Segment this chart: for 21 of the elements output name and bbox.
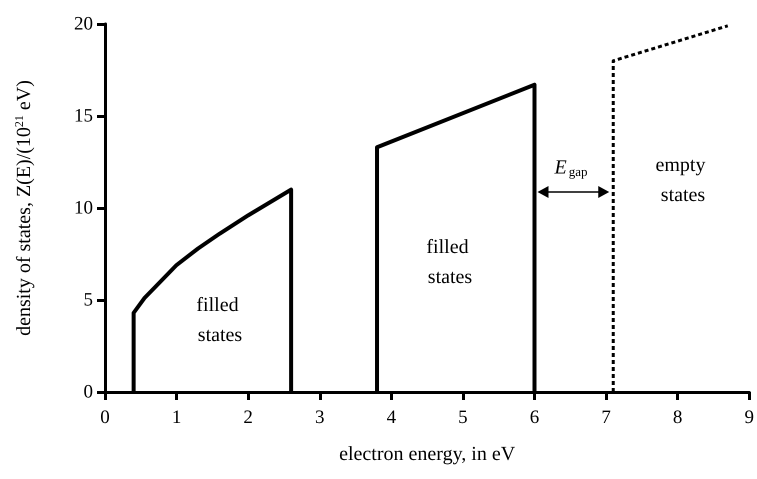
- x-tick-label: 5: [458, 407, 468, 428]
- x-tick-label: 8: [672, 407, 682, 428]
- annotation: filled states: [196, 294, 244, 346]
- x-tick-label: 4: [386, 407, 397, 428]
- x-tick-label: 2: [243, 407, 253, 428]
- y-axis-title: density of states, Z(E)/(1021 eV): [12, 80, 35, 336]
- annotation: filled states: [426, 236, 474, 288]
- x-tick-label: 0: [100, 407, 110, 428]
- x-tick-label: 7: [601, 407, 611, 428]
- x-tick-label: 1: [172, 407, 182, 428]
- y-tick-label: 5: [84, 290, 93, 310]
- y-tick-label: 0: [84, 382, 93, 402]
- y-tick-label: 15: [74, 106, 93, 126]
- annotation: empty states: [656, 154, 710, 206]
- y-tick-label: 10: [74, 198, 93, 218]
- annotation: Egap: [554, 156, 588, 179]
- x-tick-label: 3: [315, 407, 324, 428]
- x-tick-label: 9: [744, 407, 754, 428]
- x-axis-title: electron energy, in eV: [339, 443, 516, 465]
- x-tick-label: 6: [530, 407, 540, 428]
- y-tick-label: 20: [74, 14, 93, 34]
